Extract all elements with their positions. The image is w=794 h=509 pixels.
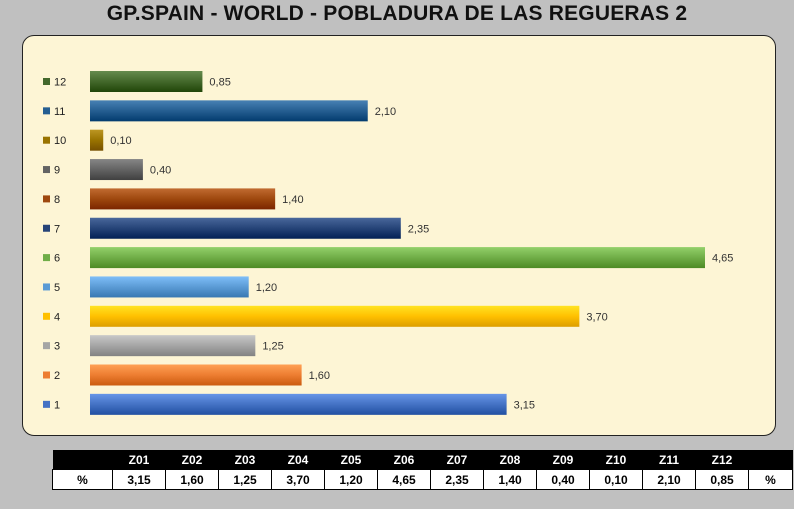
- legend-label-5: 5: [54, 282, 60, 294]
- header-blank: [748, 450, 793, 470]
- header-z01: Z01: [112, 450, 166, 470]
- bar-5: [90, 276, 249, 298]
- table-cell: 3,15: [112, 469, 166, 490]
- header-z07: Z07: [430, 450, 484, 470]
- table-header-row: Z01 Z02 Z03 Z04 Z05 Z06 Z07 Z08 Z09 Z10 Z11 Z12: [52, 450, 793, 470]
- legend-label-4: 4: [54, 311, 60, 323]
- table-cell: 2,35: [430, 469, 484, 490]
- legend-label-1: 1: [54, 399, 60, 411]
- legend-marker-5: [43, 283, 50, 291]
- legend-label-7: 7: [54, 223, 60, 235]
- legend-marker-2: [43, 371, 50, 379]
- legend-marker-6: [43, 254, 50, 262]
- header-z03: Z03: [218, 450, 272, 470]
- data-table: Z01 Z02 Z03 Z04 Z05 Z06 Z07 Z08 Z09 Z10 Z11 Z12 % 3,…: [52, 450, 793, 490]
- legend-label-8: 8: [54, 194, 60, 206]
- legend-marker-11: [43, 107, 50, 115]
- table-cell: 3,70: [271, 469, 325, 490]
- table-cell: 1,20: [324, 469, 378, 490]
- legend-label-2: 2: [54, 370, 60, 382]
- value-label-3: 1,25: [262, 341, 283, 353]
- legend-marker-7: [43, 224, 50, 232]
- bar-11: [90, 100, 368, 122]
- value-label-1: 3,15: [514, 399, 535, 411]
- table-cell: 4,65: [377, 469, 431, 490]
- value-label-10: 0,10: [110, 135, 131, 147]
- table-cell: 2,10: [642, 469, 696, 490]
- table-cell: 1,25: [218, 469, 272, 490]
- header-blank: [52, 450, 113, 470]
- bar-12: [90, 71, 203, 92]
- table-cell: 1,40: [483, 469, 537, 490]
- table-cell: 0,10: [589, 469, 643, 490]
- header-z04: Z04: [271, 450, 325, 470]
- table-cell: 0,85: [695, 469, 749, 490]
- legend-marker-4: [43, 312, 50, 320]
- bar-1: [90, 393, 507, 415]
- table-cell: 0,40: [536, 469, 590, 490]
- legend-label-9: 9: [54, 165, 60, 177]
- header-z08: Z08: [483, 450, 537, 470]
- legend-marker-1: [43, 400, 50, 408]
- bar-4: [90, 305, 580, 327]
- value-label-8: 1,40: [282, 194, 303, 206]
- value-label-2: 1,60: [309, 370, 330, 382]
- bar-9: [90, 159, 143, 181]
- header-z10: Z10: [589, 450, 643, 470]
- value-label-6: 4,65: [712, 253, 733, 265]
- header-z06: Z06: [377, 450, 431, 470]
- bar-6: [90, 247, 705, 269]
- bar-3: [90, 335, 256, 357]
- legend-marker-8: [43, 195, 50, 203]
- legend-label-6: 6: [54, 253, 60, 265]
- header-z11: Z11: [642, 450, 696, 470]
- bar-8: [90, 188, 276, 210]
- legend-marker-12: [43, 78, 50, 85]
- table-cell: %: [52, 469, 113, 490]
- value-label-11: 2,10: [375, 106, 396, 118]
- legend-marker-9: [43, 166, 50, 174]
- header-z09: Z09: [536, 450, 590, 470]
- header-z12: Z12: [695, 450, 749, 470]
- legend-label-11: 11: [54, 106, 65, 118]
- legend-label-12: 12: [54, 77, 66, 89]
- table-cell: %: [748, 469, 793, 490]
- header-z05: Z05: [324, 450, 378, 470]
- legend-marker-3: [43, 342, 50, 350]
- legend-marker-10: [43, 136, 50, 144]
- chart-panel: 12 0,85 11 2,10 10 0,10 9 0,40 8 1,40 7 2,35 6 4,65 5 1…: [22, 35, 776, 436]
- chart-title: GP.SPAIN - WORLD - POBLADURA DE LAS REGU…: [106, 2, 688, 25]
- table-cell: 1,60: [165, 469, 219, 490]
- bar-10: [90, 129, 104, 151]
- value-label-5: 1,20: [256, 282, 277, 294]
- value-label-12: 0,85: [209, 77, 230, 89]
- value-label-4: 3,70: [586, 311, 607, 323]
- table-row: % 3,15 1,60 1,25 3,70 1,20 4,65 2,35 1,40 0,40 0,1…: [52, 469, 793, 490]
- legend-label-3: 3: [54, 341, 60, 353]
- legend-label-10: 10: [54, 135, 66, 147]
- bar-2: [90, 364, 302, 386]
- value-label-9: 0,40: [150, 165, 171, 177]
- value-label-7: 2,35: [408, 223, 429, 235]
- bar-7: [90, 217, 401, 239]
- header-z02: Z02: [165, 450, 219, 470]
